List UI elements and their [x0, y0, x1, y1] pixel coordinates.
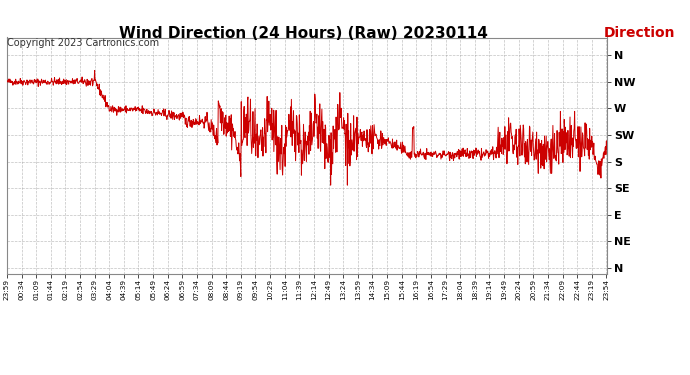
Text: Direction: Direction — [604, 26, 676, 40]
Text: Wind Direction (24 Hours) (Raw) 20230114: Wind Direction (24 Hours) (Raw) 20230114 — [119, 26, 488, 41]
Text: Copyright 2023 Cartronics.com: Copyright 2023 Cartronics.com — [7, 38, 159, 48]
